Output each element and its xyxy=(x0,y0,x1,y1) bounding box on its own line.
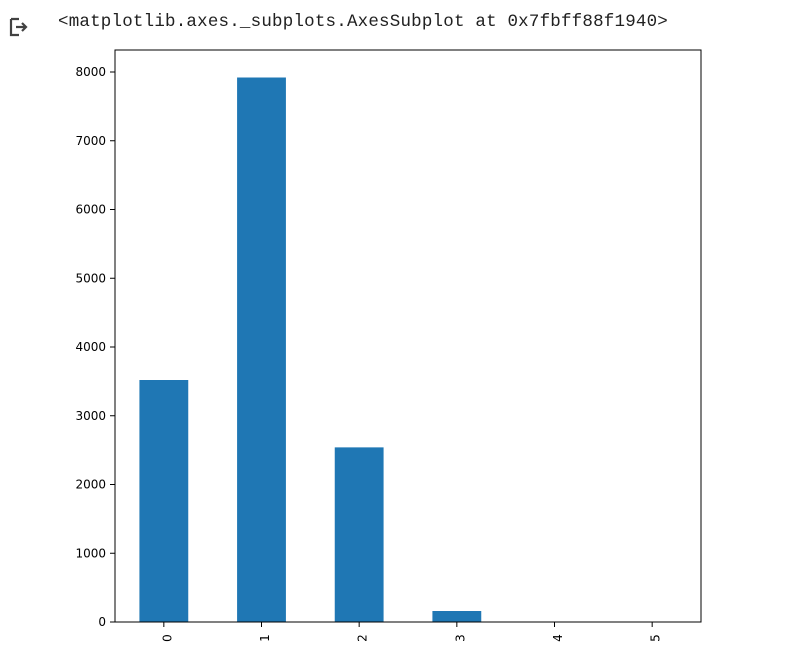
bar-2 xyxy=(334,447,384,622)
y-tick-label: 2000 xyxy=(75,478,106,492)
x-tick-label: 5 xyxy=(649,634,663,642)
bars-group xyxy=(139,77,482,622)
y-tick-label: 7000 xyxy=(75,134,106,148)
y-tick-label: 8000 xyxy=(75,65,106,79)
x-tick-label: 1 xyxy=(258,634,272,642)
y-tick-label: 5000 xyxy=(75,271,106,285)
x-tick-label: 0 xyxy=(160,634,174,642)
x-tick-label: 2 xyxy=(356,634,370,642)
y-tick-label: 6000 xyxy=(75,203,106,217)
bar-1 xyxy=(237,77,286,622)
output-repr-text: <matplotlib.axes._subplots.AxesSubplot a… xyxy=(58,12,668,32)
bar-0 xyxy=(139,380,189,622)
output-arrow-icon xyxy=(9,17,28,37)
y-tick-label: 3000 xyxy=(75,409,106,423)
x-tick-label: 4 xyxy=(551,634,565,642)
x-tick-label: 3 xyxy=(453,634,467,642)
y-axis-ticks: 0 1000 2000 3000 4000 5000 6000 7000 8000 xyxy=(75,65,115,629)
axes-frame xyxy=(114,49,702,623)
y-tick-label: 4000 xyxy=(75,340,106,354)
bar-3 xyxy=(432,611,482,622)
y-tick-label: 1000 xyxy=(75,546,106,560)
y-tick-label: 0 xyxy=(98,615,106,629)
x-axis-ticks: 0 1 2 3 4 5 xyxy=(160,622,663,642)
